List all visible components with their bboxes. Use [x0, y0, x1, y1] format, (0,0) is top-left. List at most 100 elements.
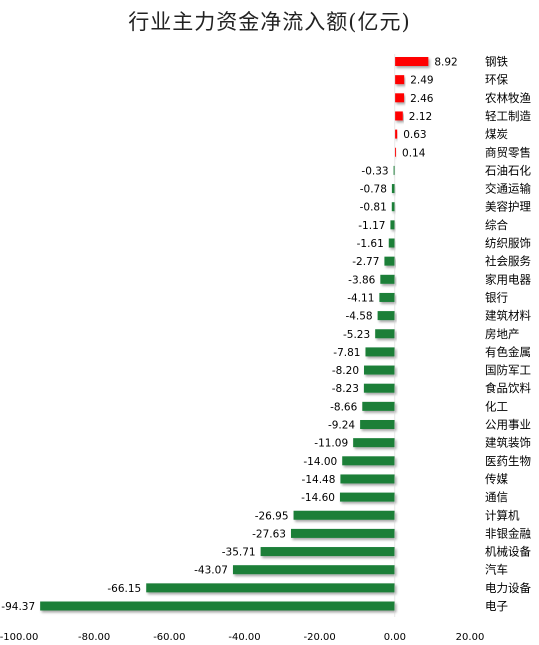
- bar-房地产: [375, 329, 395, 339]
- value-label-食品饮料: -8.23: [332, 383, 359, 395]
- value-label-美容护理: -0.81: [360, 202, 387, 214]
- value-label-医药生物: -14.00: [303, 456, 337, 468]
- category-label-煤炭: 煤炭: [485, 127, 508, 141]
- category-label-建筑装饰: 建筑装饰: [485, 436, 531, 450]
- bar-综合: [390, 220, 395, 230]
- value-label-建筑材料: -4.58: [345, 311, 372, 323]
- bar-社会服务: [384, 256, 395, 266]
- value-label-汽车: -43.07: [194, 565, 228, 577]
- x-tick--80.00: -80.00: [78, 632, 110, 643]
- category-label-银行: 银行: [485, 290, 508, 304]
- category-label-食品饮料: 食品饮料: [485, 381, 531, 395]
- value-label-非银金融: -27.63: [252, 528, 286, 540]
- category-label-建筑材料: 建筑材料: [485, 309, 531, 323]
- bar-环保: [394, 75, 405, 85]
- value-label-石油石化: -0.33: [361, 165, 388, 177]
- value-label-轻工制造: 2.12: [409, 111, 432, 123]
- category-label-通信: 通信: [485, 490, 508, 504]
- bars-group: [40, 57, 429, 611]
- bar-公用事业: [360, 420, 395, 429]
- value-label-电力设备: -66.15: [107, 583, 141, 595]
- value-label-国防军工: -8.20: [332, 365, 359, 377]
- value-label-综合: -1.17: [358, 220, 385, 232]
- category-label-社会服务: 社会服务: [485, 254, 531, 268]
- category-label-医药生物: 医药生物: [485, 454, 531, 468]
- category-label-美容护理: 美容护理: [485, 200, 531, 214]
- value-label-通信: -14.60: [301, 492, 335, 504]
- category-label-机械设备: 机械设备: [485, 545, 531, 559]
- category-label-电子: 电子: [485, 599, 508, 613]
- bar-石油石化: [393, 165, 395, 175]
- bar-医药生物: [342, 456, 395, 466]
- category-label-纺织服饰: 纺织服饰: [485, 236, 531, 250]
- bar-国防军工: [364, 365, 395, 375]
- value-labels-group: 8.922.49 2.46 2.12 0.63 0.14 -0.33 -0.78 -0.81 -…: [1, 57, 457, 614]
- value-label-农林牧渔: 2.46: [410, 93, 434, 105]
- bar-银行: [379, 292, 395, 302]
- category-label-电力设备: 电力设备: [485, 581, 531, 595]
- category-label-国防军工: 国防军工: [485, 363, 531, 377]
- bar-轻工制造: [394, 111, 403, 121]
- category-label-交通运输: 交通运输: [485, 182, 531, 196]
- bar-机械设备: [260, 547, 395, 557]
- value-label-社会服务: -2.77: [352, 256, 379, 268]
- x-tick--20.00: -20.00: [304, 632, 336, 643]
- value-label-机械设备: -35.71: [222, 547, 256, 559]
- category-label-化工: 化工: [485, 399, 508, 413]
- bar-汽车: [232, 565, 395, 575]
- x-axis-ticks-group: -100.00 -80.00 -60.00 -40.00 -20.00 0.00 20.00: [0, 54, 484, 643]
- category-label-石油石化: 石油石化: [485, 163, 531, 177]
- value-label-钢铁: 8.92: [434, 57, 457, 69]
- bar-建筑装饰: [353, 438, 395, 448]
- bar-家用电器: [380, 274, 395, 284]
- value-label-商贸零售: 0.14: [402, 147, 426, 159]
- category-label-房地产: 房地产: [485, 327, 520, 341]
- category-label-轻工制造: 轻工制造: [485, 109, 531, 123]
- category-label-有色金属: 有色金属: [485, 345, 531, 359]
- category-labels-group: 钢铁环保农林牧渔轻工制造煤炭商贸零售石油石化交通运输美容护理综合纺织服饰社会服务…: [485, 55, 531, 614]
- category-label-计算机: 计算机: [485, 508, 520, 522]
- bar-电力设备: [146, 583, 395, 593]
- x-tick-20.00: 20.00: [456, 632, 485, 643]
- bar-电子: [40, 601, 395, 611]
- value-label-环保: 2.49: [410, 75, 433, 87]
- chart-title: 行业主力资金净流入额(亿元): [128, 10, 411, 34]
- x-tick--60.00: -60.00: [153, 632, 185, 643]
- value-label-建筑装饰: -11.09: [314, 438, 348, 450]
- value-label-计算机: -26.95: [255, 510, 289, 522]
- value-label-纺织服饰: -1.61: [357, 238, 384, 250]
- x-tick--100.00: -100.00: [0, 632, 38, 643]
- value-label-电子: -94.37: [1, 601, 35, 613]
- x-tick--40.00: -40.00: [228, 632, 260, 643]
- bar-煤炭: [394, 129, 398, 139]
- value-label-公用事业: -9.24: [328, 420, 355, 432]
- value-label-有色金属: -7.81: [333, 347, 360, 359]
- value-label-煤炭: 0.63: [403, 129, 426, 141]
- bar-农林牧渔: [394, 93, 405, 103]
- category-label-农林牧渔: 农林牧渔: [485, 91, 531, 105]
- bar-通信: [339, 492, 395, 502]
- value-label-传媒: -14.48: [302, 474, 336, 486]
- bar-传媒: [340, 474, 395, 484]
- value-label-交通运输: -0.78: [360, 184, 387, 196]
- category-label-综合: 综合: [485, 218, 508, 232]
- bar-非银金融: [290, 528, 395, 538]
- value-label-房地产: -5.23: [343, 329, 370, 341]
- bar-建筑材料: [377, 311, 395, 321]
- value-label-家用电器: -3.86: [348, 274, 375, 286]
- bar-商贸零售: [394, 147, 397, 157]
- bar-计算机: [293, 510, 395, 520]
- bar-纺织服饰: [388, 238, 395, 248]
- category-label-环保: 环保: [485, 73, 508, 87]
- bar-交通运输: [391, 184, 395, 194]
- category-label-非银金融: 非银金融: [485, 526, 531, 540]
- bar-化工: [362, 401, 395, 411]
- category-label-汽车: 汽车: [485, 563, 508, 577]
- category-label-家用电器: 家用电器: [485, 272, 531, 286]
- value-label-银行: -4.11: [347, 292, 374, 304]
- value-label-化工: -8.66: [330, 401, 357, 413]
- bar-食品饮料: [363, 383, 395, 393]
- bar-钢铁: [394, 57, 429, 66]
- x-tick-0.00: 0.00: [384, 632, 406, 643]
